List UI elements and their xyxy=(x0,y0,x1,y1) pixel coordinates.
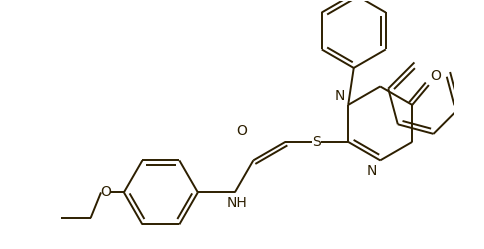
Text: S: S xyxy=(312,135,320,149)
Text: N: N xyxy=(334,89,345,103)
Text: NH: NH xyxy=(226,196,246,210)
Text: O: O xyxy=(100,186,111,199)
Text: N: N xyxy=(366,164,377,178)
Text: O: O xyxy=(430,69,441,83)
Text: O: O xyxy=(235,124,246,138)
